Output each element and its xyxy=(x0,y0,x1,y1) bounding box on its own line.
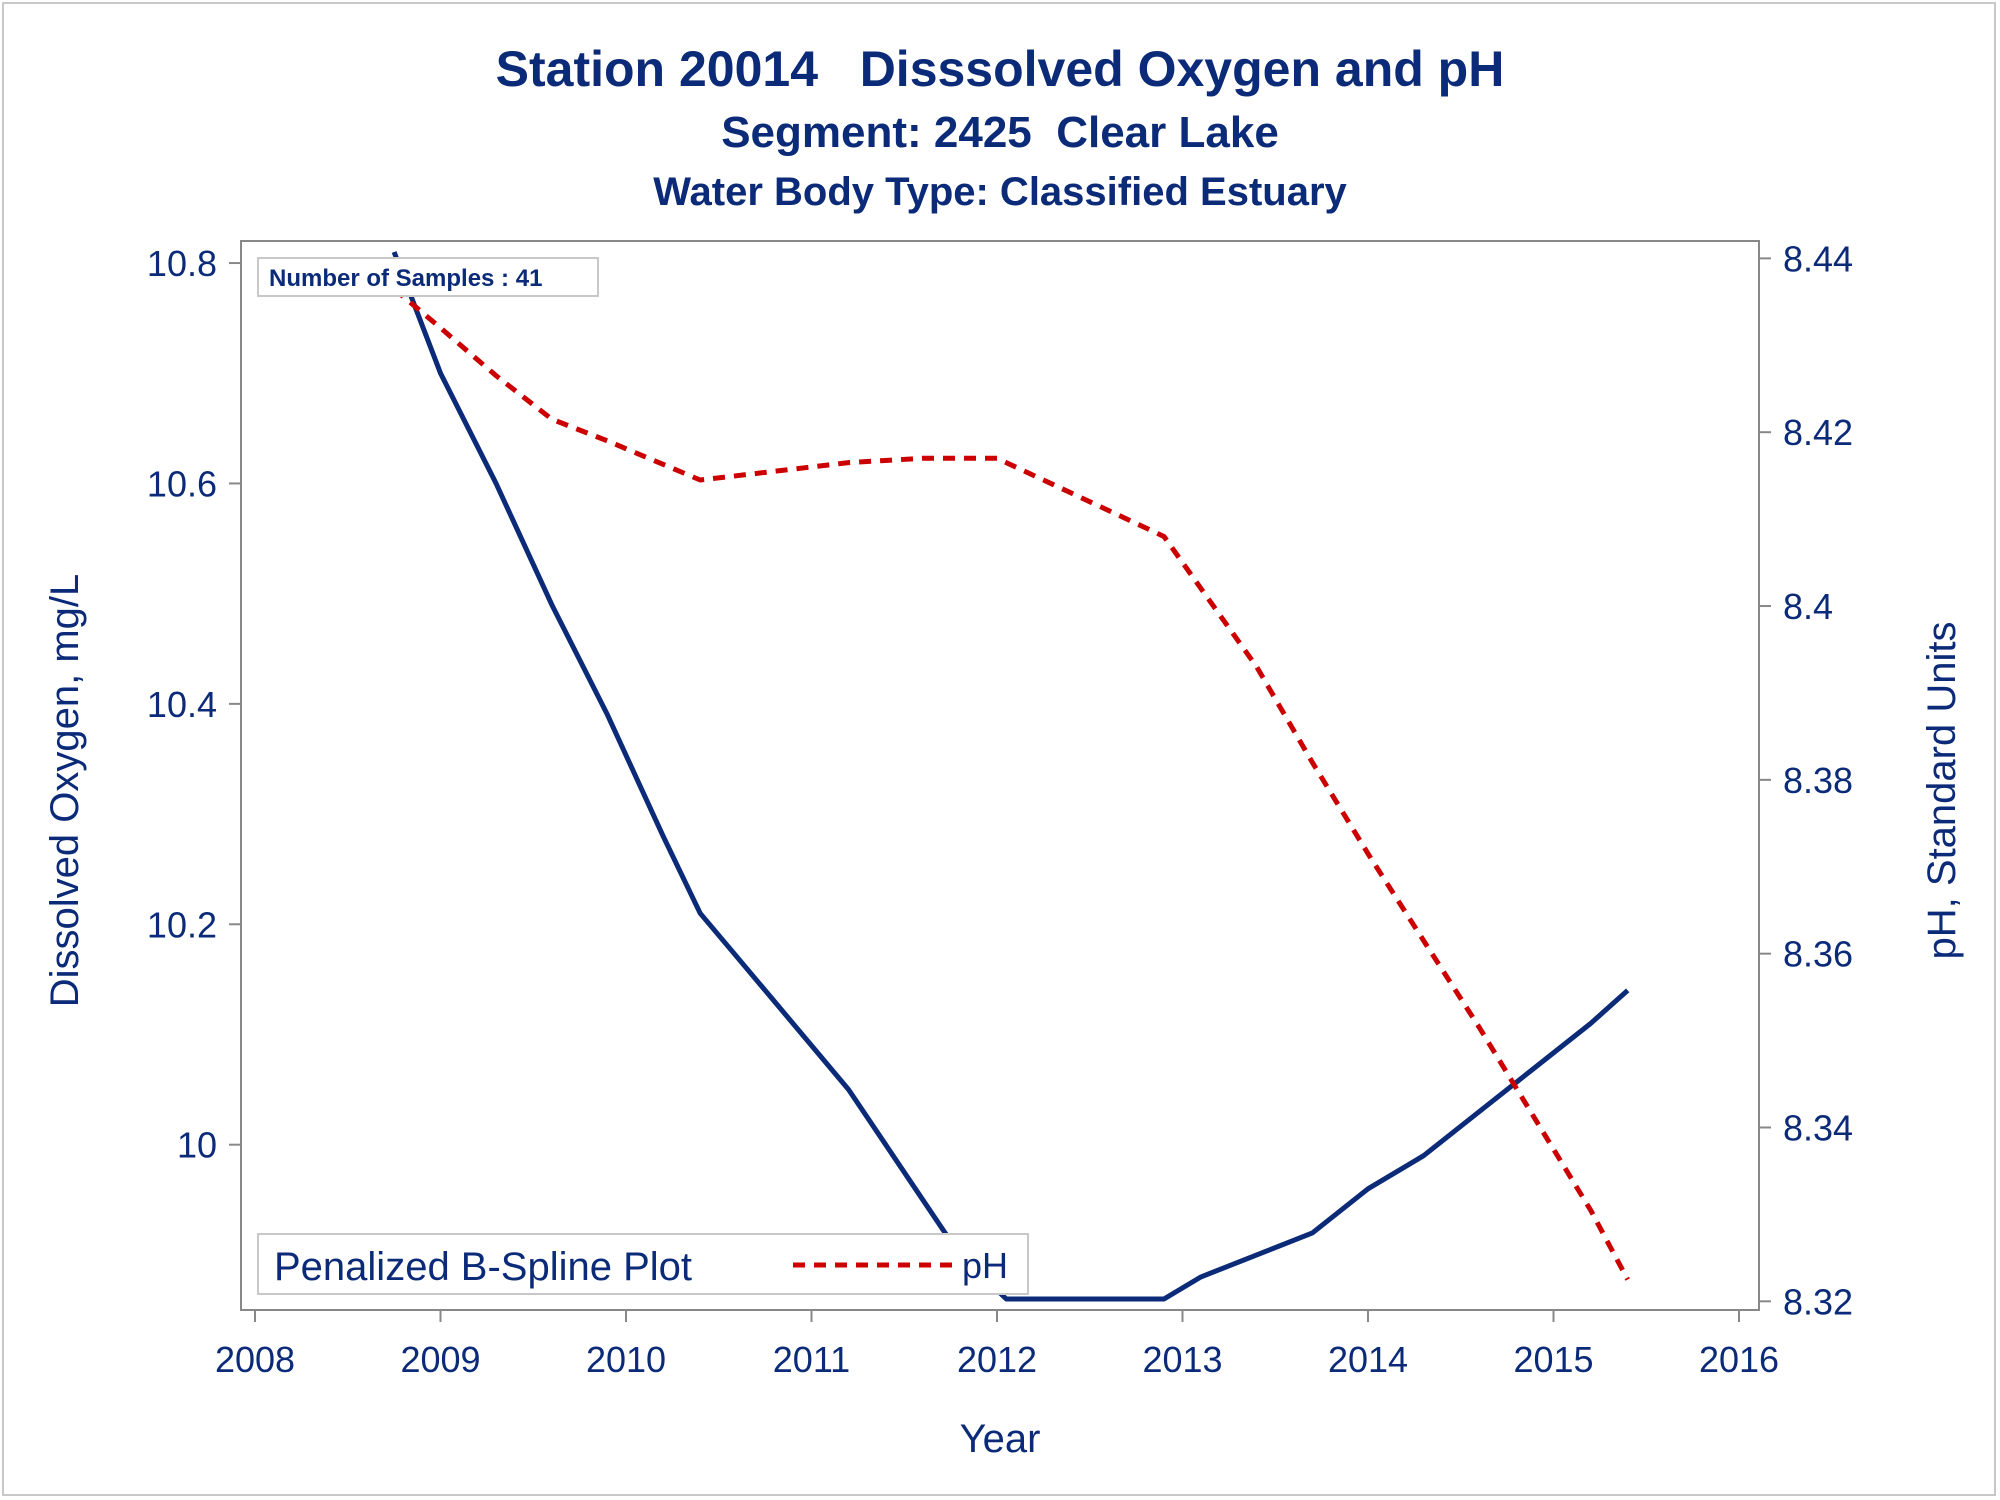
legend-title: Penalized B-Spline Plot xyxy=(274,1245,692,1289)
y-axis-label: Dissolved Oxygen, mg/L xyxy=(43,574,87,1008)
chart-title: Station 20014 Disssolved Oxygen and pH xyxy=(495,41,1505,97)
ph-series-line xyxy=(392,286,1630,1281)
y2-tick-label: 8.44 xyxy=(1783,238,1853,279)
x-tick-label: 2011 xyxy=(773,1339,850,1380)
legend-entry-ph: pH xyxy=(962,1245,1008,1286)
y2-tick-label: 8.4 xyxy=(1783,586,1833,627)
x-tick-label: 2008 xyxy=(215,1339,295,1380)
x-tick-label: 2014 xyxy=(1328,1339,1408,1380)
chart-subtitle-segment: Segment: 2425 Clear Lake xyxy=(721,108,1279,157)
y2-tick-label: 8.42 xyxy=(1783,412,1853,453)
sample-count-annotation: Number of Samples : 41 xyxy=(257,257,599,297)
y-tick-label: 10.8 xyxy=(147,243,217,284)
y-tick-label: 10.2 xyxy=(147,904,217,945)
y-axis-left: 10 10.2 10.4 10.6 10.8 xyxy=(147,243,241,1166)
y2-axis-label: pH, Standard Units xyxy=(1920,622,1964,960)
x-tick-label: 2010 xyxy=(586,1339,666,1380)
y2-tick-label: 8.34 xyxy=(1783,1107,1853,1148)
y2-tick-label: 8.38 xyxy=(1783,760,1853,801)
sample-count-text: Number of Samples : 41 xyxy=(269,265,542,292)
plot-area xyxy=(240,240,1760,1311)
y2-tick-label: 8.32 xyxy=(1783,1281,1853,1322)
x-tick-label: 2009 xyxy=(400,1339,480,1380)
y2-tick-label: 8.36 xyxy=(1783,934,1853,975)
x-tick-label: 2012 xyxy=(957,1339,1037,1380)
series-lines xyxy=(391,251,1630,1302)
x-tick-label: 2016 xyxy=(1699,1339,1779,1380)
y-tick-label: 10 xyxy=(177,1125,217,1166)
x-tick-label: 2015 xyxy=(1513,1339,1593,1380)
x-tick-label: 2013 xyxy=(1142,1339,1222,1380)
x-axis-label: Year xyxy=(960,1417,1041,1461)
x-axis: 2008 2009 2010 2011 2012 2013 2014 2015 2016 xyxy=(215,1310,1779,1380)
dissolved-oxygen-series-line xyxy=(391,251,1630,1302)
chart-subtitle-waterbody: Water Body Type: Classified Estuary xyxy=(653,170,1347,214)
legend: Penalized B-Spline Plot pH xyxy=(257,1233,1029,1295)
y-tick-label: 10.4 xyxy=(147,684,217,725)
y-tick-label: 10.6 xyxy=(147,463,217,504)
y-axis-right: 8.32 8.34 8.36 8.38 8.4 8.42 8.44 xyxy=(1759,238,1853,1322)
